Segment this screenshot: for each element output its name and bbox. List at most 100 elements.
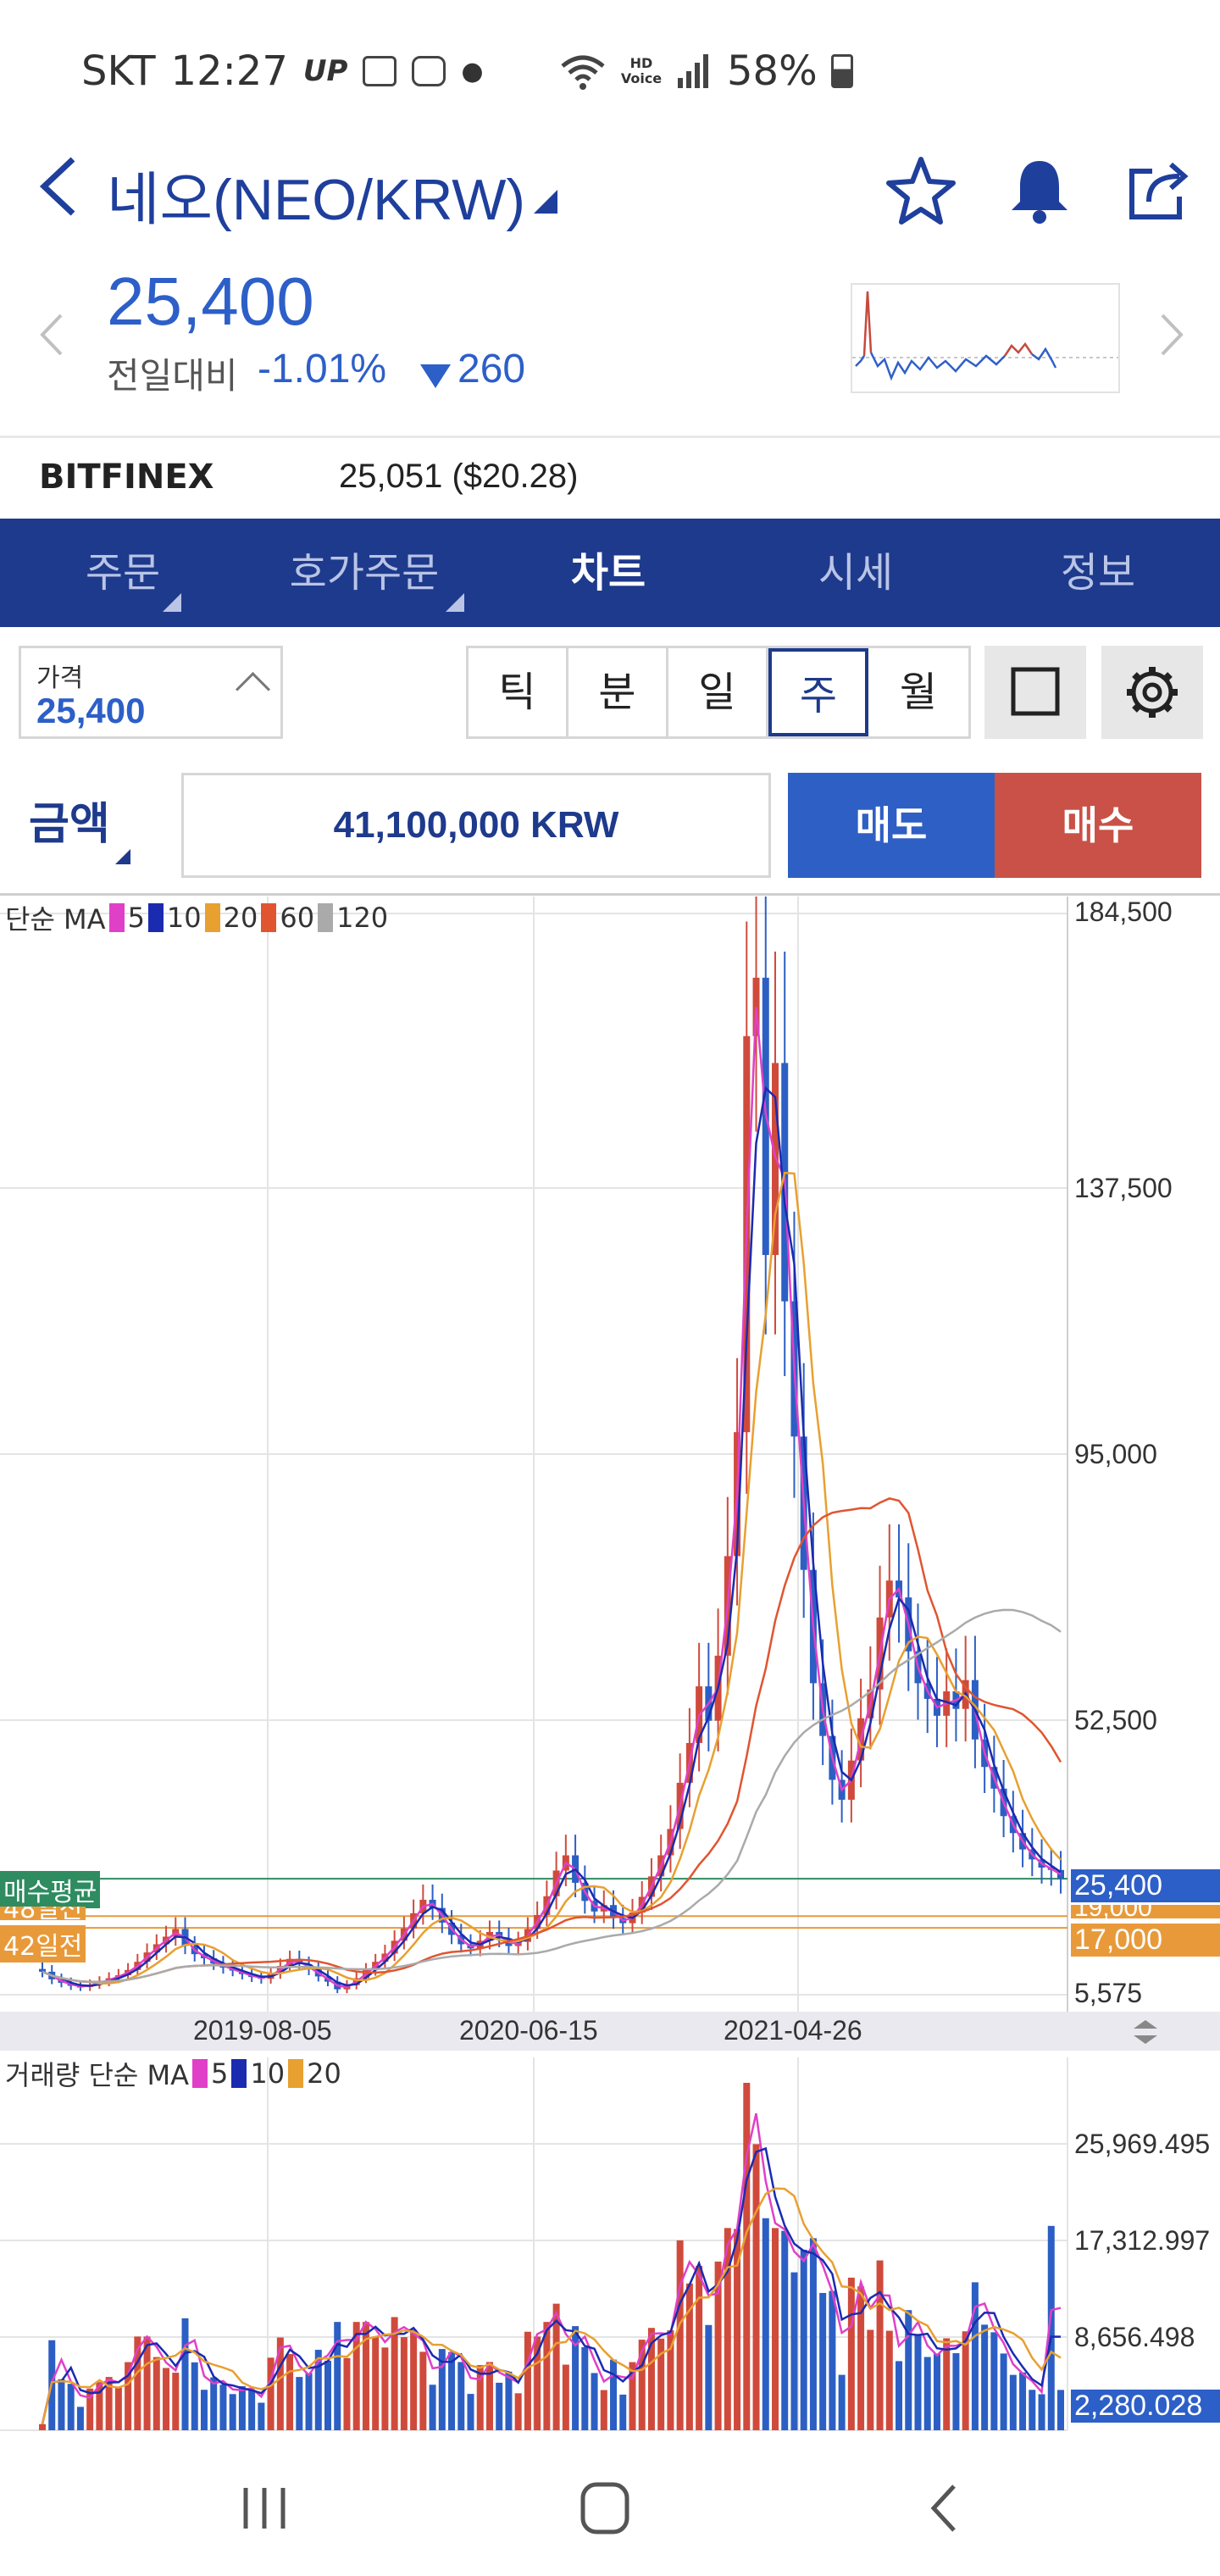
coin-title[interactable]: 네오(NEO/KRW) [107,168,526,232]
volume-bar [276,2337,284,2430]
volume-bar [105,2377,113,2430]
volume-bar [790,2272,798,2430]
status-bar: SKT 12:27 UP ● HD Voice 58% [0,0,1220,144]
volume-bar [819,2292,827,2430]
volume-bar [343,2357,351,2430]
ma20-swatch [204,903,220,932]
chart-settings-button[interactable] [1101,646,1203,739]
volume-bar [610,2359,618,2430]
volume-bar [800,2249,807,2430]
volume-bar [809,2238,817,2430]
y-tick-label: 137,500 [1074,1173,1173,1203]
volume-bar [96,2382,103,2430]
volume-bar [372,2336,380,2430]
volume-bar [829,2290,836,2430]
tab-market[interactable]: 시세 [771,519,940,627]
x-tick-label: 2021-04-26 [724,2015,862,2046]
candlestick-chart[interactable] [0,897,1220,2439]
volume-bar [419,2351,427,2430]
alarm-button[interactable] [1001,153,1078,229]
tab-chart[interactable]: 차트 [524,519,693,627]
tab-order[interactable]: 주문 [34,519,212,627]
favorite-button[interactable] [883,153,959,229]
sparkline-chart[interactable] [851,283,1120,393]
volume-bar [163,2368,170,2430]
tab-info[interactable]: 정보 [1013,519,1183,627]
volume-bar [181,2318,189,2430]
price-selector[interactable]: 가격 25,400 [19,646,283,739]
amount-label[interactable]: 금액 [29,799,110,850]
resize-handle[interactable] [1127,2018,1164,2049]
tab-orderbook-dropdown-icon [446,593,464,612]
vol-ma5-swatch [192,2059,208,2088]
tab-orderbook[interactable]: 호가주문 [263,519,466,627]
star-icon [886,157,956,225]
vol-ma20-line [41,2187,1062,2425]
sell-button[interactable]: 매도 [788,773,995,878]
square-icon [1011,667,1060,716]
home-button[interactable] [571,2474,639,2542]
gear-icon [1127,667,1178,718]
volume-bar [552,2303,560,2430]
amount-dropdown-icon [115,849,130,864]
volume-legend-label: 거래량 단순 MA [5,2059,190,2091]
next-coin-button[interactable] [1156,305,1190,379]
more-dot-icon: ● [461,56,484,86]
exchange-value: 25,051 ($20.28) [339,458,579,495]
volume-bar [362,2322,369,2430]
volume-current-tag: 2,280.028 [1071,2390,1220,2423]
period-week-button[interactable]: 주 [768,648,868,736]
period-month-button[interactable]: 월 [899,669,938,716]
volume-bar [685,2283,693,2430]
current-price-tag: 25,400 [1071,1869,1220,1902]
volume-bar [752,2144,760,2430]
ma5-swatch [108,903,125,932]
volume-bar [600,2390,607,2430]
period-minute-button[interactable]: 분 [568,648,668,736]
volume-bar [258,2402,265,2430]
volume-bar [867,2329,874,2430]
period-tick-button[interactable]: 틱 [469,648,568,736]
x-tick-label: 2019-08-05 [193,2015,332,2046]
volume-bar [885,2330,893,2430]
buy-button[interactable]: 매수 [995,773,1201,878]
ma10-swatch [147,903,164,932]
signal-icon [678,54,708,88]
volume-bar [1057,2390,1064,2430]
period-day-button[interactable]: 일 [668,648,768,736]
fullscreen-button[interactable] [984,646,1086,739]
status-left: SKT 12:27 UP ● [81,47,484,95]
share-button[interactable] [1120,153,1196,229]
volume-bar [438,2349,446,2430]
vol-y-tick-label: 17,312.997 [1074,2225,1211,2256]
down-triangle-icon [420,364,451,388]
ma10-line [42,1085,1062,1987]
prev-coin-button[interactable] [34,305,68,379]
volume-bar [647,2328,655,2430]
volume-bar [334,2322,341,2430]
volume-bar [458,2362,465,2430]
gallery-notification-icon [363,56,397,86]
change-label: 전일대비 [107,355,238,397]
volume-bar [1038,2394,1045,2430]
amount-input[interactable]: 41,100,000 KRW [181,773,771,878]
volume-bar [705,2324,713,2430]
tab-bar [0,519,1220,627]
volume-bar [943,2338,951,2430]
volume-bar [448,2351,456,2430]
chevron-right-icon [1161,314,1184,356]
volume-bar [505,2371,513,2430]
system-back-button[interactable] [912,2474,979,2542]
volume-bar [496,2382,503,2430]
chart-top-divider [0,893,1220,896]
volume-bar [714,2261,722,2430]
y-tick-label: 5,575 [1074,1978,1143,2008]
battery-text: 58% [727,47,818,95]
back-button[interactable] [34,153,85,220]
volume-bar [657,2338,665,2430]
recent-apps-button[interactable] [230,2474,298,2542]
volume-bar [238,2386,246,2430]
volume-bar [514,2393,522,2430]
volume-bar [152,2357,160,2430]
volume-bar [467,2394,474,2430]
